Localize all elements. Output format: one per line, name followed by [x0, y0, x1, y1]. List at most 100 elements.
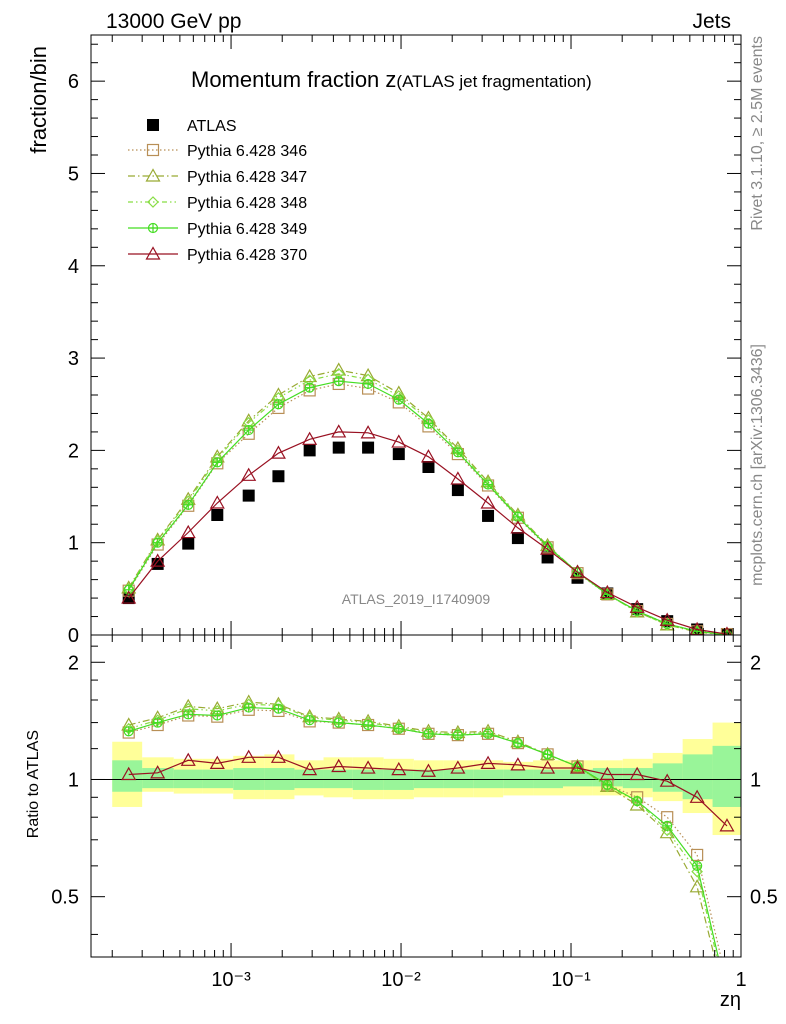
main-series-point	[480, 495, 496, 509]
main-series-point	[569, 564, 586, 578]
ratio-series-point	[689, 789, 705, 803]
band-green-bin	[202, 769, 234, 789]
x-tick-label: 10⁻¹	[551, 969, 591, 991]
axes: 0 1 2 3 4 5 6 0.5 0.5 1 1 2 2 10⁻³ 10⁻² 10⁻¹ 1	[51, 35, 778, 991]
ratio-series-point	[212, 710, 223, 721]
legend-label: ATLAS	[187, 118, 237, 135]
legend-marker	[147, 119, 159, 131]
main-series-line	[128, 431, 728, 635]
legend-entry: Pythia 6.428 349	[128, 221, 307, 238]
legend-entry: Pythia 6.428 347	[128, 168, 307, 186]
main-series-point	[302, 368, 318, 383]
main-data-point	[482, 509, 495, 522]
main-series-point	[659, 612, 675, 626]
ratio-y-tick-label-left: 0.5	[51, 887, 79, 909]
main-series-point	[362, 378, 374, 390]
main-data-point	[392, 448, 405, 461]
main-series-point	[631, 606, 644, 618]
main-series-point	[393, 394, 404, 405]
main-title-main: Momentum fraction z	[191, 67, 396, 92]
ratio-series-point	[333, 717, 344, 728]
main-data-point	[182, 537, 195, 550]
band-green-bin	[112, 760, 143, 792]
main-series-point	[150, 553, 166, 567]
ratio-series-point	[662, 820, 673, 831]
main-series-point	[121, 590, 137, 604]
band-green-bin	[443, 769, 474, 789]
ratio-series-point	[629, 766, 645, 781]
legend-entry: Pythia 6.428 346	[128, 143, 307, 160]
mcplots-label: mcplots.cern.ch [arXiv:1306.3436]	[749, 344, 766, 586]
main-series-point	[450, 471, 466, 485]
legend-label: Pythia 6.428 370	[187, 247, 307, 264]
main-series-point	[512, 511, 524, 522]
main-data-point	[272, 470, 285, 483]
legend-entry: Pythia 6.428 348	[128, 195, 307, 212]
ratio-series-3	[123, 702, 719, 957]
ratio-series-point	[241, 749, 257, 763]
band-green-bin	[323, 769, 353, 789]
ratio-series-point	[152, 717, 163, 728]
legend-entry: Pythia 6.428 370	[128, 246, 307, 264]
legend-label: Pythia 6.428 349	[187, 221, 307, 238]
main-series-point	[360, 425, 376, 439]
ratio-series-point	[569, 760, 586, 774]
legend-label: Pythia 6.428 346	[187, 143, 307, 160]
main-series-point	[243, 424, 254, 436]
main-series-point	[722, 626, 732, 635]
ratio-series-point	[360, 760, 376, 774]
main-series-point	[270, 445, 286, 459]
main-series-point	[183, 499, 194, 510]
main-series-point	[629, 599, 645, 613]
band-green-bin	[503, 769, 534, 789]
main-data-point	[451, 484, 464, 497]
ratio-series-point	[632, 795, 643, 807]
legend-marker	[146, 143, 160, 157]
main-series-point	[273, 399, 284, 410]
ratio-series-point	[123, 726, 134, 737]
legend-marker	[147, 222, 159, 234]
ratio-series-line	[128, 701, 716, 957]
main-y-tick-label: 2	[68, 440, 79, 462]
ratio-series-point	[150, 765, 166, 779]
main-panel-series	[121, 362, 734, 635]
ratio-series-point	[121, 766, 137, 781]
main-data-point	[422, 461, 435, 473]
ratio-series-point	[691, 865, 703, 878]
ratio-series-point	[719, 818, 735, 832]
ratio-series-line	[128, 703, 718, 957]
main-series-point	[632, 605, 643, 617]
main-y-tick-label: 6	[68, 71, 79, 93]
ratio-series-point	[482, 728, 494, 739]
ratio-y-tick-label-right: 2	[750, 652, 761, 674]
x-tick-label: 10⁻³	[211, 969, 251, 991]
ratio-y-tick-label-right: 1	[750, 769, 761, 791]
main-series-point	[333, 376, 344, 387]
ratio-series-point	[420, 763, 436, 777]
band-green-bin	[712, 745, 741, 807]
main-series-point	[599, 584, 615, 599]
main-y-tick-label: 3	[68, 348, 79, 370]
main-y-tick-label: 1	[68, 533, 79, 555]
ratio-series-point	[270, 749, 286, 763]
main-y-tick-label: 0	[68, 625, 79, 647]
ratio-y-tick-label-right: 0.5	[750, 887, 778, 909]
main-title-sub: (ATLAS jet fragmentation)	[396, 72, 591, 91]
collision-energy-label: 13000 GeV pp	[106, 10, 241, 33]
main-data-point	[332, 441, 345, 454]
band-green-bin	[294, 769, 324, 789]
legend: ATLAS Pythia 6.428 346 Pythia 6.428 347 Pyt…	[128, 118, 307, 264]
band-green-bin	[173, 769, 203, 789]
main-data-point	[362, 441, 375, 454]
x-tick-label: 1	[735, 969, 746, 991]
main-series-point	[180, 524, 196, 539]
main-series-point	[689, 621, 705, 635]
main-series-point	[302, 431, 318, 445]
ratio-panel-series	[121, 694, 735, 989]
ratio-series-point	[721, 978, 732, 989]
ratio-series-2	[122, 698, 718, 957]
ratio-series-point	[273, 703, 284, 714]
main-series-point	[212, 457, 223, 468]
ratio-series-point	[510, 757, 526, 771]
ratio-panel-frame	[90, 634, 742, 958]
